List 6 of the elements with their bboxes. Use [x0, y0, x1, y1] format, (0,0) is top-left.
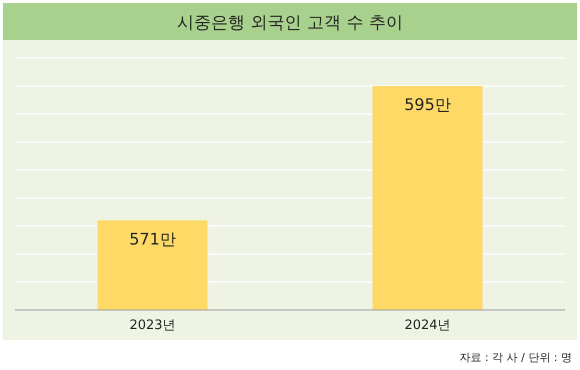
- x-tick-label: 2024년: [404, 318, 451, 333]
- data-label: 571만: [129, 229, 176, 248]
- text: 자료 : 각 사 / 단위 : 명: [459, 351, 572, 364]
- x-tick-label: 2023년: [129, 318, 176, 333]
- chart-title: 시중은행 외국인 고객 수 추이: [177, 13, 403, 33]
- data-label: 595만: [404, 95, 451, 114]
